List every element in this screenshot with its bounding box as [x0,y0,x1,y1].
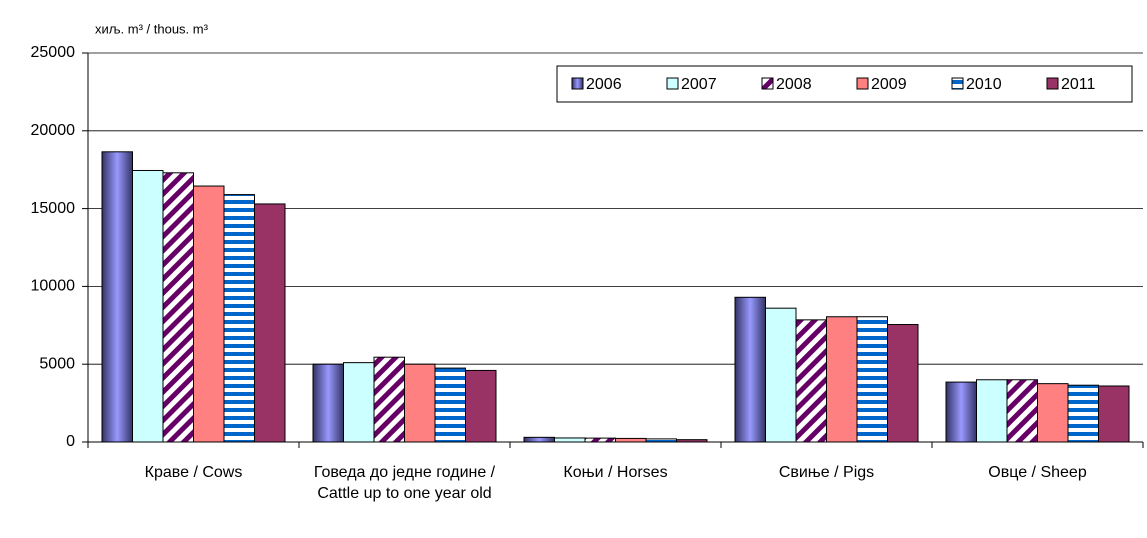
legend-label: 2006 [586,76,622,93]
x-tick-label: Краве / Cows [144,464,243,481]
legend [556,65,1133,103]
y-tick-label: 25000 [31,44,76,61]
y-tick-label: 20000 [31,122,76,139]
bar [132,169,164,443]
legend-swatch [571,77,584,90]
bar [373,356,405,443]
bar [615,437,647,443]
bar [162,172,194,443]
legend-swatch [761,77,774,90]
bar [1098,385,1130,443]
bar [584,437,616,443]
bar [1067,384,1099,443]
legend-label: 2007 [681,76,717,93]
x-tick-label: Свиње / Pigs [778,464,875,481]
bar [554,437,586,443]
legend-label: 2009 [871,76,907,93]
bar [734,296,766,443]
legend-label: 2011 [1061,76,1096,93]
bar [795,319,827,443]
bar [193,185,225,443]
legend-swatch [951,77,964,90]
y-tick-label: 0 [66,433,75,450]
bar [887,324,919,443]
bar [434,367,466,443]
legend-label: 2010 [966,76,1002,93]
bar [312,363,344,443]
bar [976,379,1008,443]
bar [404,363,436,443]
bar [856,316,888,443]
legend-swatch [1046,77,1059,90]
bar [523,436,555,443]
bar [765,307,797,443]
y-tick-label: 5000 [39,355,75,372]
x-tick-label: Овце / Sheep [988,464,1087,481]
y-tick-label: 10000 [31,278,76,295]
bar [343,362,375,443]
x-tick-label: Коњи / Horses [563,464,668,481]
x-tick-label: Говеда до једне године / Cattle up to on… [313,464,496,502]
y-axis-label: хиљ. m³ / thous. m³ [95,21,209,36]
bar [465,369,497,443]
legend-swatch [666,77,679,90]
bar [826,316,858,443]
y-tick-label: 15000 [31,200,76,217]
bar [254,203,286,443]
bar [101,151,133,443]
legend-label: 2008 [776,76,812,93]
legend-swatch [856,77,869,90]
bar [1006,379,1038,443]
bar [223,194,255,443]
bar [1037,383,1069,443]
bar [945,381,977,443]
